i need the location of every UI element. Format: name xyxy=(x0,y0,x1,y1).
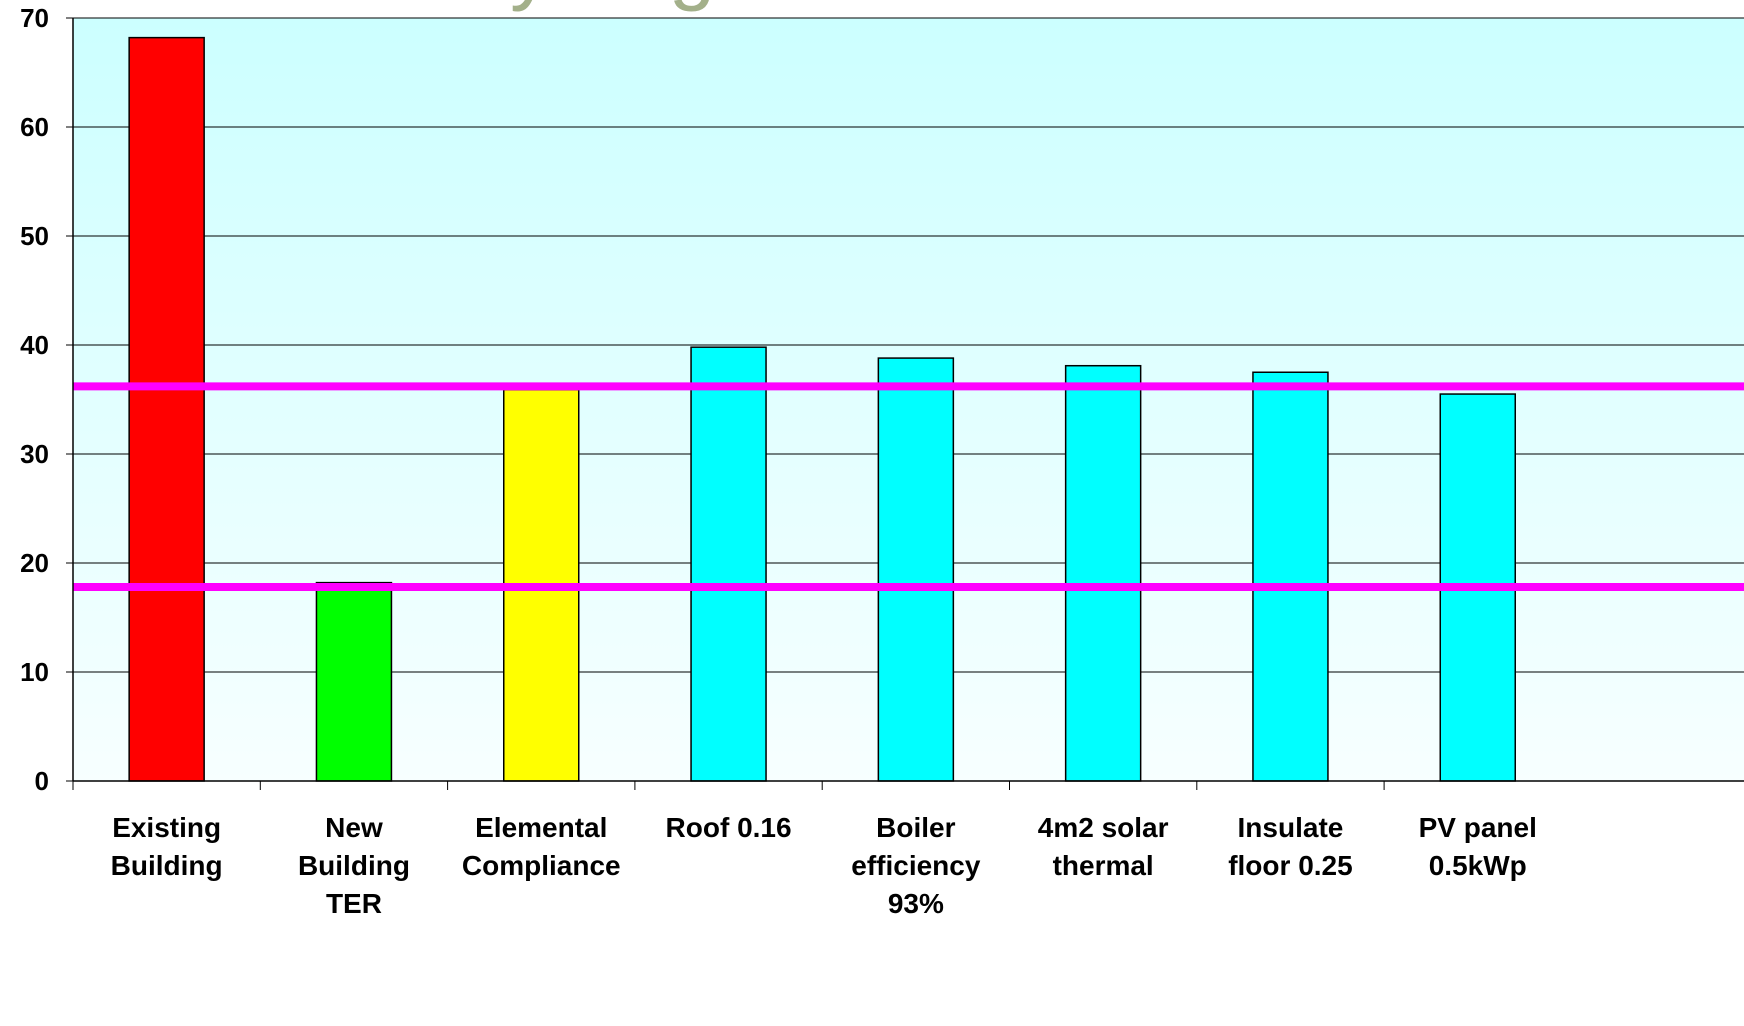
chart-title-cropped: ...y ... g... xyxy=(440,0,785,12)
y-tick-label: 70 xyxy=(20,3,49,33)
x-tick-label: Insulate floor 0.25 xyxy=(1228,812,1352,881)
y-tick-label: 10 xyxy=(20,657,49,687)
x-tick-label: Roof 0.16 xyxy=(666,812,792,843)
bar xyxy=(128,36,205,782)
chart-title: ...y ... g... xyxy=(440,0,785,12)
bar xyxy=(1252,371,1329,782)
y-tick-label: 0 xyxy=(35,766,49,796)
y-tick-label: 30 xyxy=(20,439,49,469)
bar xyxy=(315,581,393,782)
x-tick-label: PV panel 0.5kWp xyxy=(1419,812,1537,881)
x-tick-label: Boiler efficiency 93% xyxy=(851,812,981,919)
x-tick-label: 4m2 solar thermal xyxy=(1038,812,1169,881)
y-tick-label: 40 xyxy=(20,330,49,360)
x-tick-label: Existing Building xyxy=(111,812,223,881)
x-tick-label: New Building TER xyxy=(298,812,410,919)
bar xyxy=(1064,364,1142,782)
y-tick-label: 60 xyxy=(20,112,49,142)
y-tick-label: 50 xyxy=(20,221,49,251)
bar xyxy=(877,357,955,782)
x-tick-label: Elemental Compliance xyxy=(462,812,621,881)
bar xyxy=(690,346,767,782)
y-tick-label: 20 xyxy=(20,548,49,578)
